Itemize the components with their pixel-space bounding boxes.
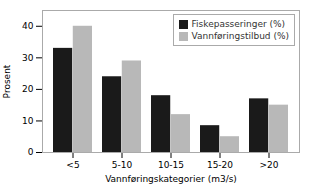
svg-text:Vannføringskategorier (m3/s): Vannføringskategorier (m3/s): [105, 174, 237, 184]
svg-text:30: 30: [22, 53, 34, 63]
svg-text:20: 20: [22, 84, 34, 94]
svg-text:>20: >20: [260, 160, 279, 170]
svg-text:0: 0: [28, 147, 34, 157]
svg-text:10: 10: [22, 116, 34, 126]
html-text:Fiskepasseringer (%): Fiskepasseringer (%): [191, 19, 286, 29]
svg-text:<5: <5: [66, 160, 79, 170]
svg-text:5-10: 5-10: [112, 160, 133, 170]
html-text:Vannføringstilbud (%): Vannføringstilbud (%): [191, 31, 289, 41]
svg-text:Prosent: Prosent: [2, 64, 12, 98]
svg-text:10-15: 10-15: [158, 160, 184, 170]
svg-text:40: 40: [22, 21, 34, 31]
svg-text:15-20: 15-20: [207, 160, 233, 170]
